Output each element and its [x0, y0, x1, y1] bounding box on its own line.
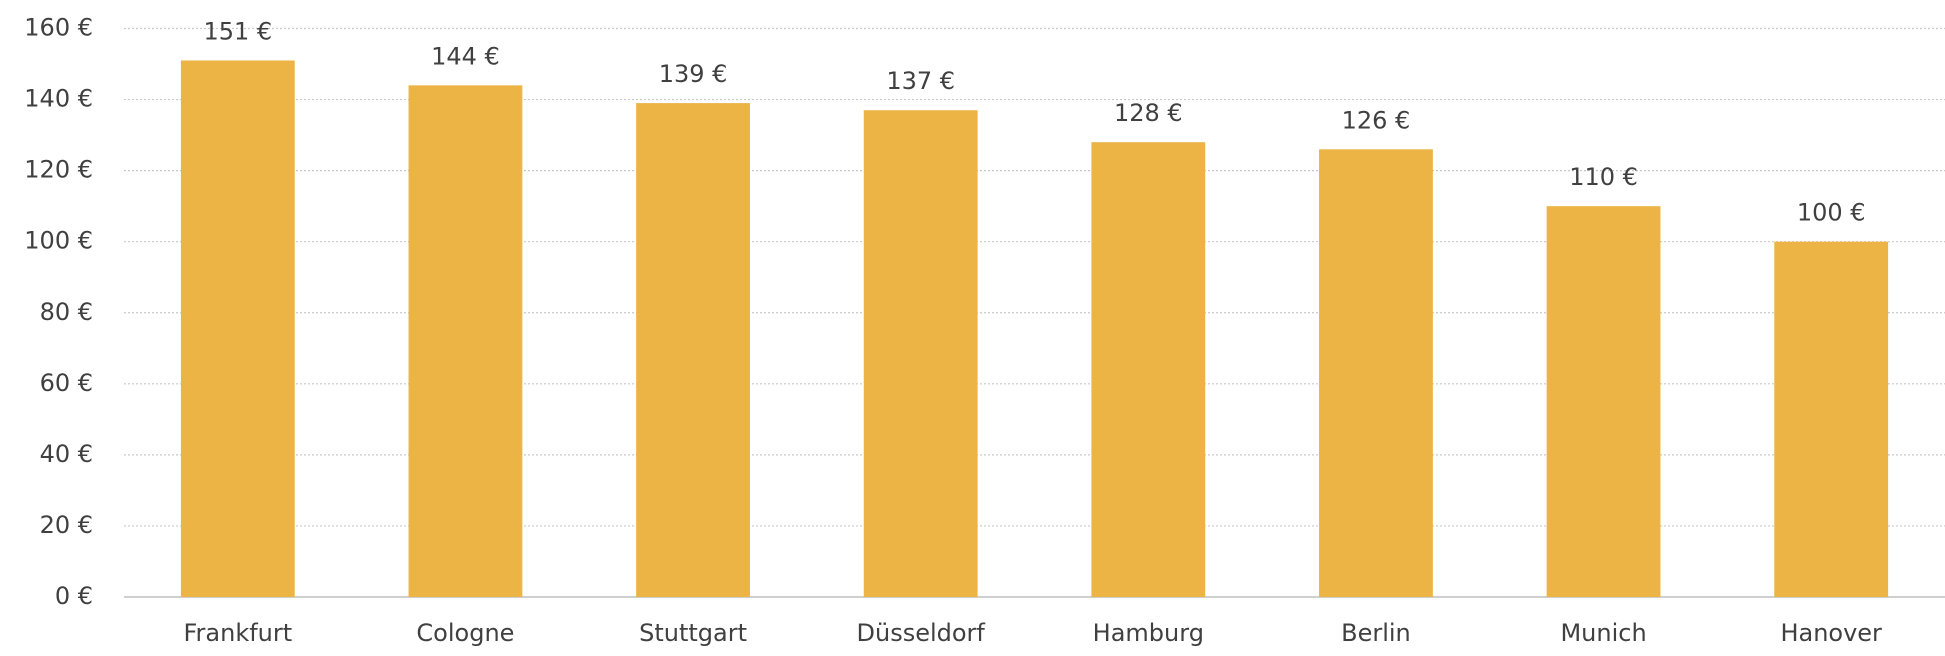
- y-tick-label: 160 €: [24, 14, 93, 42]
- bar: [180, 60, 295, 597]
- data-label: 110 €: [1569, 163, 1638, 191]
- bar: [1319, 149, 1433, 597]
- x-tick-label: Stuttgart: [639, 619, 747, 647]
- y-tick-label: 0 €: [55, 582, 93, 610]
- y-tick-label: 20 €: [40, 511, 93, 539]
- y-tick-label: 60 €: [40, 369, 93, 397]
- x-tick-label: Hamburg: [1093, 619, 1204, 647]
- x-tick-label: Munich: [1560, 619, 1646, 647]
- data-label: 128 €: [1114, 99, 1183, 127]
- bar: [1774, 241, 1889, 597]
- data-label: 139 €: [659, 60, 728, 88]
- data-label: 137 €: [886, 67, 955, 95]
- x-tick-label: Hanover: [1780, 619, 1882, 647]
- y-tick-label: 40 €: [40, 440, 93, 468]
- bar: [863, 110, 978, 598]
- data-label: 100 €: [1797, 199, 1866, 227]
- bar: [408, 85, 523, 597]
- x-tick-label: Frankfurt: [183, 619, 292, 647]
- bar: [1091, 142, 1206, 597]
- x-tick-label: Berlin: [1341, 619, 1411, 647]
- y-tick-label: 140 €: [24, 85, 93, 113]
- y-tick-label: 100 €: [24, 227, 93, 255]
- data-label: 144 €: [431, 42, 500, 70]
- y-tick-label: 80 €: [40, 298, 93, 326]
- data-label: 126 €: [1342, 106, 1411, 134]
- bar: [1546, 206, 1661, 597]
- x-tick-label: Cologne: [416, 619, 514, 647]
- y-tick-label: 120 €: [24, 156, 93, 184]
- data-label: 151 €: [203, 17, 272, 45]
- bar: [636, 103, 750, 597]
- x-tick-label: Düsseldorf: [857, 619, 986, 647]
